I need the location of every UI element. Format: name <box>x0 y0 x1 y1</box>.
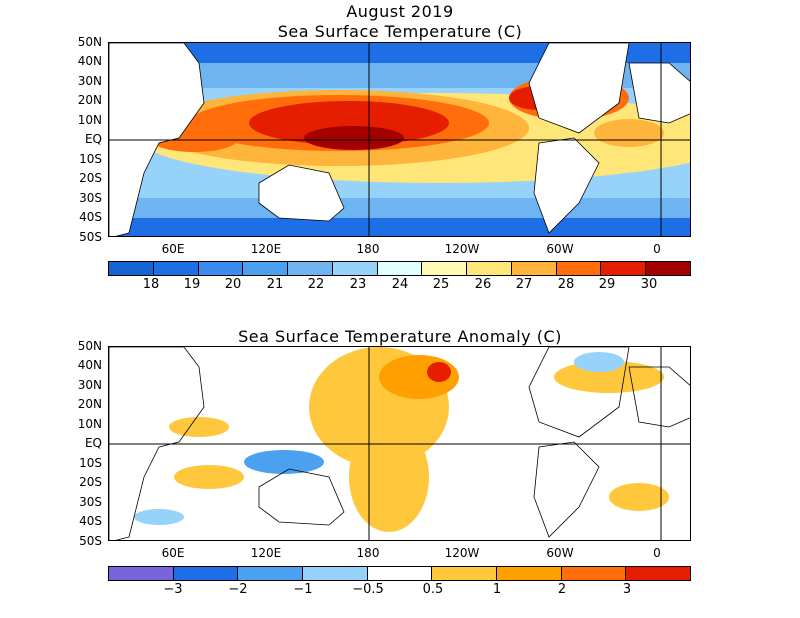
sst-lat-label: 30N <box>77 74 102 88</box>
anomaly-lon-label: 60W <box>546 546 574 560</box>
anomaly-lat-label: 40S <box>79 514 102 528</box>
anomaly-lat-label: 10N <box>77 417 102 431</box>
anomaly-lon-label: 180 <box>356 546 380 560</box>
colorbar-swatch <box>288 262 333 275</box>
sst-lat-label: 50S <box>79 230 102 244</box>
sst-lat-label: 40N <box>77 54 102 68</box>
anomaly-map <box>108 346 691 541</box>
colorbar-swatch <box>303 567 368 580</box>
sst-colorbar-label: 18 <box>142 277 160 292</box>
anomaly-colorbar-label: 0.5 <box>422 582 444 597</box>
anomaly-colorbar-label: −3 <box>163 582 183 597</box>
sst-lon-label: 60W <box>546 242 574 256</box>
sst-colorbar-label: 20 <box>224 277 242 292</box>
colorbar-swatch <box>173 567 239 580</box>
anomaly-lat-label: EQ <box>84 436 102 450</box>
anomaly-colorbar-label: 1 <box>492 582 502 597</box>
anomaly-lat-label: 20N <box>77 397 102 411</box>
colorbar-swatch <box>332 262 378 275</box>
anomaly-colorbar-label: −2 <box>228 582 248 597</box>
sst-colorbar-label: 25 <box>432 277 450 292</box>
sst-colorbar-label: 29 <box>598 277 616 292</box>
sst-lat-label: 20S <box>79 171 102 185</box>
colorbar-swatch <box>377 262 423 275</box>
sst-colorbar-label: 22 <box>307 277 325 292</box>
sst-colorbar <box>108 261 691 276</box>
colorbar-swatch <box>243 262 289 275</box>
sst-colorbar-label: 23 <box>349 277 367 292</box>
anomaly-colorbar-label: −1 <box>293 582 313 597</box>
colorbar-swatch <box>626 567 691 580</box>
anomaly-lon-label: 120W <box>444 546 480 560</box>
anomaly-lat-label: 40N <box>77 358 102 372</box>
sst-lon-label: 60E <box>161 242 185 256</box>
sst-colorbar-label: 19 <box>183 277 201 292</box>
colorbar-swatch <box>153 262 199 275</box>
sst-lat-label: 40S <box>79 210 102 224</box>
sst-colorbar-label: 24 <box>391 277 409 292</box>
sst-lat-label: EQ <box>84 132 102 146</box>
sst-lat-label: 10S <box>79 152 102 166</box>
anomaly-lat-label: 30S <box>79 495 102 509</box>
sst-lon-label: 120W <box>444 242 480 256</box>
sst-map <box>108 42 691 237</box>
colorbar-swatch <box>198 262 244 275</box>
sst-lat-label: 10N <box>77 113 102 127</box>
colorbar-swatch <box>561 567 627 580</box>
sst-colorbar-label: 30 <box>640 277 658 292</box>
colorbar-swatch <box>367 567 433 580</box>
sst-lon-label: 120E <box>250 242 282 256</box>
colorbar-swatch <box>238 567 304 580</box>
anomaly-lat-label: 50S <box>79 534 102 548</box>
sst-lon-label: 0 <box>653 242 661 256</box>
colorbar-swatch <box>497 567 562 580</box>
anomaly-panel-title: Sea Surface Temperature Anomaly (C) <box>238 327 562 346</box>
colorbar-swatch <box>422 262 468 275</box>
sst-colorbar-label: 28 <box>557 277 575 292</box>
colorbar-swatch <box>432 567 498 580</box>
colorbar-swatch <box>646 262 690 275</box>
anomaly-lat-label: 20S <box>79 475 102 489</box>
anomaly-lon-label: 120E <box>250 546 282 560</box>
anomaly-lat-label: 30N <box>77 378 102 392</box>
anomaly-colorbar-label: 3 <box>622 582 632 597</box>
sst-colorbar-label: 21 <box>266 277 284 292</box>
anomaly-lat-label: 10S <box>79 456 102 470</box>
colorbar-swatch <box>467 262 512 275</box>
sst-panel-title: Sea Surface Temperature (C) <box>277 22 523 41</box>
anomaly-lon-label: 0 <box>653 546 661 560</box>
sst-colorbar-label: 26 <box>474 277 492 292</box>
anomaly-lon-label: 60E <box>161 546 185 560</box>
figure-title: August 2019 <box>346 2 454 21</box>
sst-lat-label: 20N <box>77 93 102 107</box>
sst-lat-label: 30S <box>79 191 102 205</box>
colorbar-swatch <box>556 262 602 275</box>
colorbar-swatch <box>109 567 174 580</box>
colorbar-swatch <box>511 262 557 275</box>
anomaly-colorbar-label: 2 <box>557 582 567 597</box>
sst-lon-label: 180 <box>356 242 380 256</box>
sst-colorbar-label: 27 <box>515 277 533 292</box>
colorbar-swatch <box>601 262 647 275</box>
colorbar-swatch <box>109 262 154 275</box>
anomaly-colorbar <box>108 566 691 581</box>
anomaly-colorbar-label: −0.5 <box>352 582 384 597</box>
sst-lat-label: 50N <box>77 35 102 49</box>
anomaly-lat-label: 50N <box>77 339 102 353</box>
